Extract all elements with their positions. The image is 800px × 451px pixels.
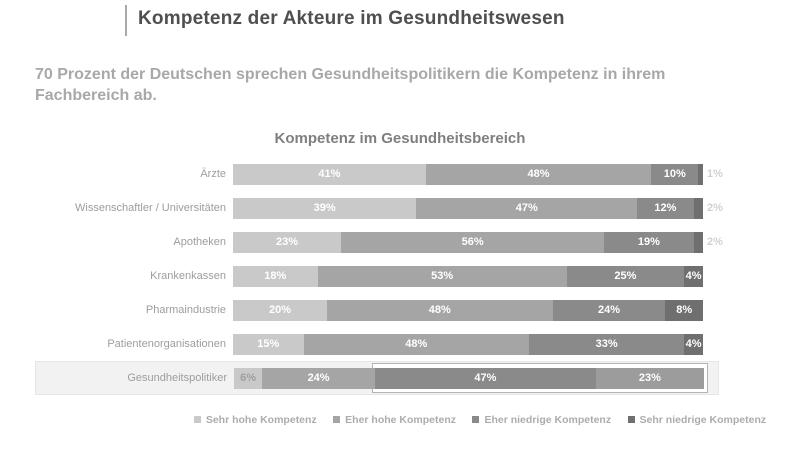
- segment-value-label: 56%: [461, 236, 484, 248]
- segment-value-label: 53%: [431, 270, 454, 282]
- chart-rows: Ärzte 41% 48% 10% 1% Wissenschaftler / Univer…: [35, 157, 723, 395]
- chart-row: Ärzte 41% 48% 10% 1%: [35, 157, 723, 191]
- segment-value-label: 33%: [595, 338, 618, 350]
- stacked-bar: 23% 56% 19%: [233, 231, 703, 253]
- bar-segment: 41%: [233, 163, 426, 185]
- bar-segment: 24%: [552, 299, 666, 321]
- segment-value-label: 18%: [264, 270, 287, 282]
- outside-value-label: 2%: [707, 236, 723, 248]
- bar-segment: 10%: [651, 163, 699, 185]
- bar-segment: 33%: [529, 333, 685, 355]
- segment-value-label: 48%: [405, 338, 428, 350]
- outside-value-label: 2%: [707, 202, 723, 214]
- bar-segment: 15%: [233, 333, 304, 355]
- segment-value-label: 47%: [515, 202, 538, 214]
- segment-value-label: 47%: [474, 372, 497, 384]
- legend-item: Sehr niedrige Kompetenz: [627, 413, 767, 426]
- chart-row: Patientenorganisationen 15% 48% 33% 4%: [35, 327, 719, 361]
- subtitle: 70 Prozent der Deutschen sprechen Gesund…: [35, 66, 666, 105]
- page-title: Kompetenz der Akteure im Gesundheitswese…: [138, 8, 565, 29]
- segment-value-label: 23%: [638, 372, 661, 384]
- chart-row: Wissenschaftler / Universitäten 39% 47% 12%…: [35, 191, 723, 225]
- chart-row-highlighted: Gesundheitspolitiker 6% 24% 47% 23%: [35, 361, 719, 395]
- chart-title: Kompetenz im Gesundheitsbereich: [274, 130, 526, 147]
- legend-item: Eher hohe Kompetenz: [333, 414, 456, 426]
- bar-segment: 23%: [233, 231, 342, 253]
- segment-value-label: 23%: [276, 236, 299, 248]
- segment-value-label: 15%: [257, 338, 280, 350]
- stacked-bar: 18% 53% 25% 4%: [233, 265, 703, 287]
- legend-item: Sehr hohe Kompetenz: [193, 413, 317, 426]
- bar-segment: 48%: [303, 333, 530, 355]
- chart-row: Apotheken 23% 56% 19% 2%: [35, 225, 723, 259]
- stacked-bar: 41% 48% 10%: [233, 163, 703, 185]
- legend-item: Eher niedrige Kompetenz: [472, 414, 611, 426]
- segment-value-label: 39%: [313, 202, 336, 214]
- bar-segment: 47%: [374, 367, 596, 389]
- category-label: Wissenschaftler / Universitäten: [75, 202, 226, 214]
- chart-row: Pharmaindustrie 20% 48% 24% 8%: [35, 293, 719, 327]
- category-label: Krankenkassen: [150, 270, 226, 282]
- legend-label: Eher niedrige Kompetenz: [484, 413, 612, 426]
- bar-segment: 18%: [233, 265, 318, 287]
- category-label: Pharmaindustrie: [145, 304, 226, 316]
- legend-label: Sehr hohe Kompetenz: [205, 413, 317, 426]
- chart-row: Krankenkassen 18% 53% 25% 4%: [35, 259, 719, 293]
- bar-segment: [693, 197, 703, 219]
- legend-label: Eher hohe Kompetenz: [345, 413, 457, 426]
- bar-segment: 39%: [233, 197, 417, 219]
- bar-segment: 48%: [327, 299, 553, 321]
- legend-marker-sehr-niedrige-icon: [627, 416, 635, 423]
- category-label: Patientenorganisationen: [107, 338, 226, 350]
- segment-value-label: 48%: [527, 168, 550, 180]
- bar-segment: 4%: [684, 265, 703, 287]
- bar-segment: 23%: [595, 367, 704, 389]
- legend-marker-eher-hohe-icon: [333, 416, 341, 423]
- segment-value-label: 25%: [614, 270, 637, 282]
- bar-segment: 8%: [665, 299, 703, 321]
- bar-segment: 4%: [684, 333, 703, 355]
- bar-segment: 19%: [604, 231, 694, 253]
- segment-value-label: 8%: [676, 304, 693, 316]
- category-label: Ärzte: [200, 168, 226, 180]
- segment-value-label: 12%: [654, 202, 677, 214]
- chart-legend: Sehr hohe Kompetenz Eher hohe Kompetenz …: [160, 410, 800, 428]
- bar-segment: [693, 231, 703, 253]
- bar-segment: 47%: [416, 197, 638, 219]
- stacked-bar: 15% 48% 33% 4%: [233, 333, 703, 355]
- segment-value-label: 48%: [428, 304, 451, 316]
- segment-value-label: 6%: [240, 372, 257, 384]
- segment-value-label: 10%: [663, 168, 686, 180]
- title-divider-rule: [125, 5, 127, 36]
- segment-value-label: 24%: [307, 372, 330, 384]
- bar-segment: 53%: [317, 265, 567, 287]
- stacked-bar: 39% 47% 12%: [233, 197, 703, 219]
- bar-segment: 48%: [425, 163, 652, 185]
- bar-segment: 20%: [233, 299, 327, 321]
- bar-segment: 24%: [262, 367, 375, 389]
- legend-marker-sehr-hohe-icon: [193, 416, 201, 423]
- bar-segment: 25%: [566, 265, 685, 287]
- stacked-bar: 6% 24% 47% 23%: [234, 362, 708, 393]
- segment-value-label: 41%: [318, 168, 341, 180]
- legend-label: Sehr niedrige Kompetenz: [639, 413, 767, 426]
- legend-marker-eher-niedrige-icon: [472, 416, 480, 423]
- category-label: Gesundheitspolitiker: [127, 372, 227, 384]
- bar-segment: 56%: [341, 231, 605, 253]
- segment-value-label: 4%: [685, 270, 702, 282]
- segment-value-label: 24%: [597, 304, 620, 316]
- stacked-bar: 20% 48% 24% 8%: [233, 299, 703, 321]
- category-label: Apotheken: [173, 236, 226, 248]
- bar-segment: [698, 163, 703, 185]
- bar-segment: 6%: [234, 367, 263, 389]
- outside-value-label: 1%: [707, 168, 723, 180]
- segment-value-label: 19%: [637, 236, 660, 248]
- segment-value-label: 20%: [268, 304, 292, 316]
- bar-segment: 12%: [637, 197, 694, 219]
- stacked-bar-chart: Kompetenz im Gesundheitsbereich Ärzte 41%…: [35, 130, 775, 395]
- segment-value-label: 4%: [685, 338, 702, 350]
